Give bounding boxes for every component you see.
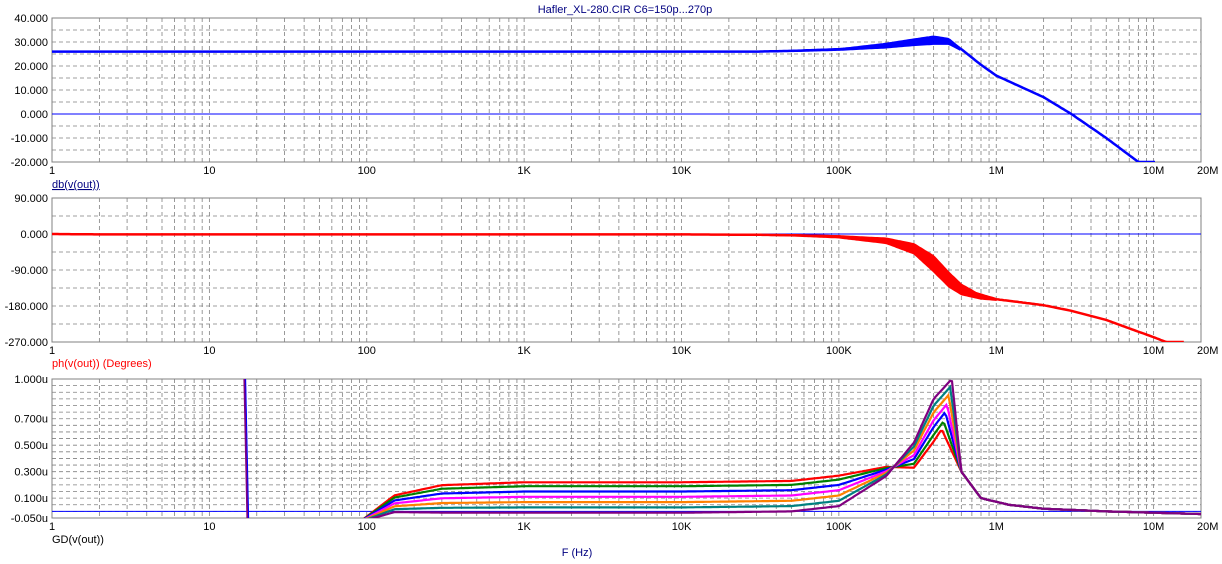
x-tick-label: 100K <box>826 165 852 177</box>
y-tick-label: -270.000 <box>5 337 48 349</box>
trace-band <box>756 233 997 301</box>
x-tick-label: 1M <box>989 345 1004 357</box>
y-tick-label: 90.000 <box>14 193 48 205</box>
y-tick-label: 0.000 <box>20 229 48 241</box>
y-tick-label: 40.000 <box>14 13 48 25</box>
x-tick-label: 20M <box>1197 165 1218 177</box>
group-delay-trace <box>362 429 1201 518</box>
x-tick-label: 20M <box>1197 521 1218 533</box>
y-tick-label: 30.000 <box>14 37 48 49</box>
x-tick-label: 1K <box>517 521 531 533</box>
trace-label: GD(v(out)) <box>52 534 104 546</box>
x-tick-label: 10K <box>672 521 692 533</box>
x-tick-label: 1K <box>517 345 531 357</box>
x-tick-label: 10 <box>203 521 215 533</box>
group-delay-spike-overlay <box>245 378 250 519</box>
x-tick-label: 100K <box>826 521 852 533</box>
y-tick-label: 0.300u <box>14 467 48 479</box>
x-tick-label: 1 <box>49 345 55 357</box>
trace-label: ph(v(out)) (Degrees) <box>52 358 152 370</box>
chart-title: Hafler_XL-280.CIR C6=150p...270p <box>538 4 713 16</box>
y-tick-label: -90.000 <box>11 265 48 277</box>
y-tick-label: 10.000 <box>14 85 48 97</box>
x-tick-label: 20M <box>1197 345 1218 357</box>
group-delay-spike <box>243 378 249 519</box>
x-tick-label: 100 <box>358 165 376 177</box>
x-tick-label: 10M <box>1143 345 1164 357</box>
group-delay-trace <box>367 384 1201 518</box>
x-axis-label: F (Hz) <box>562 547 593 559</box>
y-tick-label: 20.000 <box>14 61 48 73</box>
plot-frame <box>51 17 1202 163</box>
group-delay-trace <box>364 402 1201 518</box>
y-tick-label: -10.000 <box>11 133 48 145</box>
group-delay-trace <box>363 421 1201 518</box>
y-tick-label: -0.050u <box>11 513 48 525</box>
plot-frame <box>51 197 1202 343</box>
y-tick-label: 0.500u <box>14 440 48 452</box>
x-tick-label: 10K <box>672 345 692 357</box>
group-delay-trace <box>369 379 1201 518</box>
x-tick-label: 1 <box>49 521 55 533</box>
trace-line <box>52 232 1184 342</box>
x-tick-label: 10M <box>1143 165 1164 177</box>
x-tick-label: 1M <box>989 165 1004 177</box>
x-tick-label: 1K <box>517 165 531 177</box>
x-tick-label: 10K <box>672 165 692 177</box>
y-tick-label: 1.000u <box>14 374 48 386</box>
x-tick-label: 10 <box>203 165 215 177</box>
x-tick-label: 1 <box>49 165 55 177</box>
plot-frame <box>51 378 1202 519</box>
y-tick-label: 0.100u <box>14 493 48 505</box>
x-tick-label: 100 <box>358 345 376 357</box>
y-tick-label: 0.700u <box>14 414 48 426</box>
y-tick-label: 0.000 <box>20 109 48 121</box>
x-tick-label: 1M <box>989 521 1004 533</box>
group-delay-trace <box>365 392 1201 518</box>
x-tick-label: 10 <box>203 345 215 357</box>
x-tick-label: 100K <box>826 345 852 357</box>
x-tick-label: 10M <box>1143 521 1164 533</box>
trace-line <box>52 38 1155 162</box>
trace-label: db(v(out)) <box>52 179 100 191</box>
y-tick-label: -20.000 <box>11 157 48 169</box>
x-tick-label: 100 <box>358 521 376 533</box>
y-tick-label: -180.000 <box>5 301 48 313</box>
panel-1: 40.000 30.000 20.000 10.000 0.000 -10.000 -20.… <box>11 13 1219 191</box>
